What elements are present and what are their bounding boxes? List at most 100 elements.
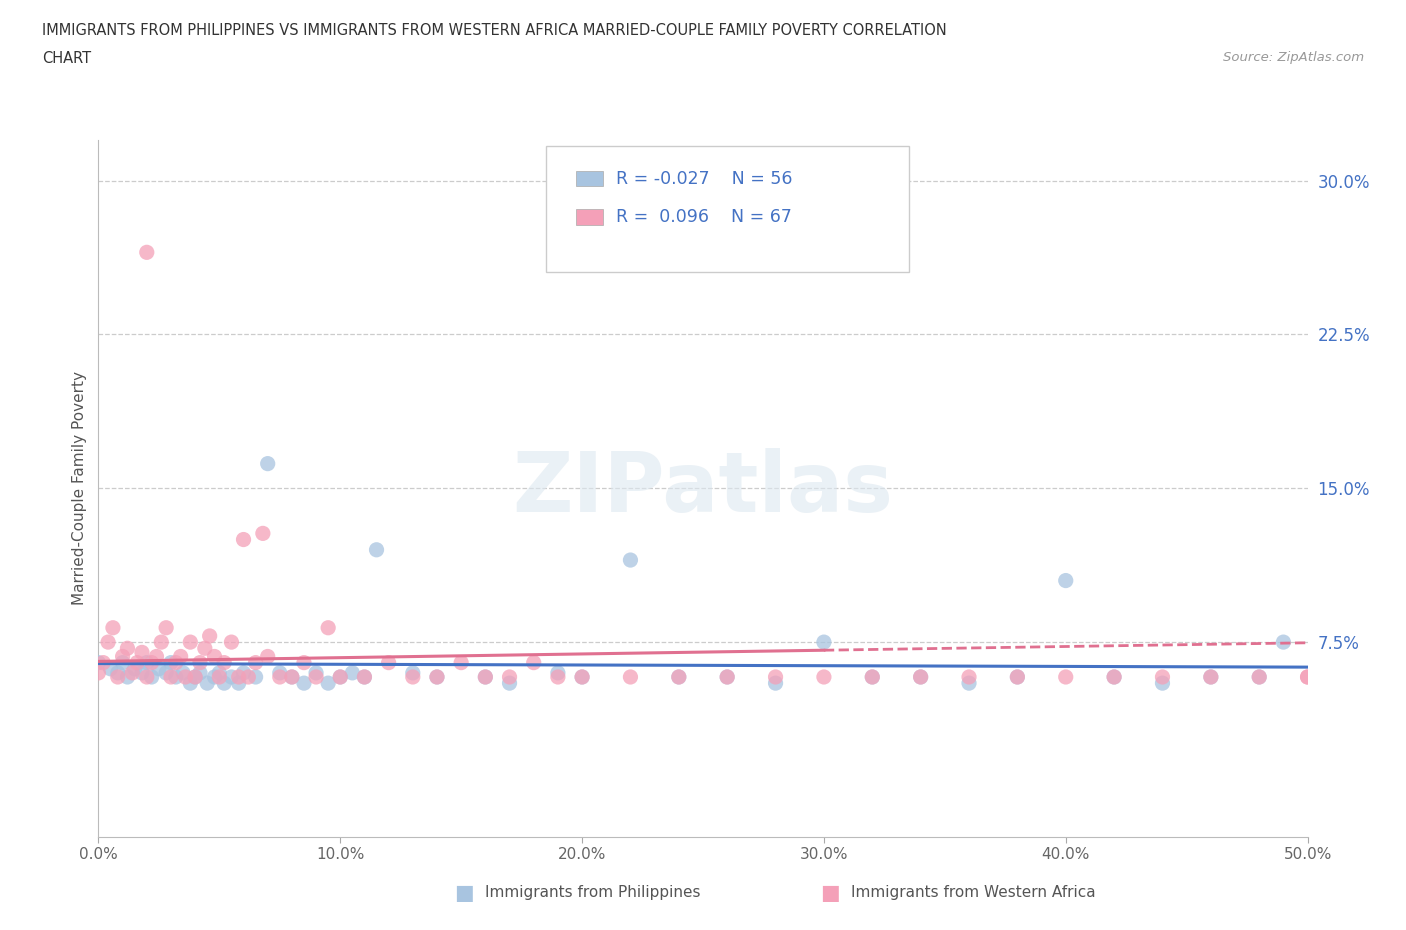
Point [1054, 573, 1077, 588]
Point [498, 676, 520, 691]
FancyBboxPatch shape [546, 147, 908, 272]
Point [127, 656, 149, 671]
Point [238, 670, 260, 684]
Point [228, 670, 250, 684]
Point [269, 670, 291, 684]
Point [111, 656, 134, 671]
Point [1007, 670, 1029, 684]
Point [256, 649, 278, 664]
Point [316, 676, 339, 691]
Point [329, 670, 352, 684]
Point [474, 670, 496, 684]
Point [474, 670, 496, 684]
Point [97, 634, 120, 649]
Text: Source: ZipAtlas.com: Source: ZipAtlas.com [1223, 51, 1364, 64]
Point [366, 542, 388, 557]
Point [141, 656, 163, 671]
Point [245, 656, 267, 671]
Point [316, 620, 339, 635]
Y-axis label: Married-Couple Family Poverty: Married-Couple Family Poverty [72, 371, 87, 605]
Point [571, 670, 593, 684]
Point [1296, 670, 1319, 684]
Point [292, 656, 315, 671]
Point [716, 670, 738, 684]
Point [184, 670, 207, 684]
Point [619, 552, 641, 567]
Point [305, 670, 328, 684]
Point [571, 670, 593, 684]
Point [498, 670, 520, 684]
Point [121, 666, 143, 681]
Point [188, 666, 211, 681]
Point [353, 670, 375, 684]
Point [1054, 670, 1077, 684]
Point [353, 670, 375, 684]
Point [668, 670, 690, 684]
Point [228, 676, 250, 691]
Point [204, 670, 226, 684]
Point [1102, 670, 1125, 684]
Point [426, 670, 449, 684]
Point [87, 666, 110, 681]
Point [547, 670, 569, 684]
Point [135, 670, 157, 684]
Point [910, 670, 932, 684]
Point [245, 670, 267, 684]
Point [208, 670, 231, 684]
Point [402, 670, 425, 684]
Point [329, 670, 352, 684]
Point [668, 670, 690, 684]
Text: Immigrants from Western Africa: Immigrants from Western Africa [851, 885, 1095, 900]
Point [87, 656, 110, 671]
Point [160, 656, 183, 671]
Point [117, 641, 139, 656]
Point [204, 649, 226, 664]
Point [221, 634, 243, 649]
Point [1249, 670, 1271, 684]
Point [135, 245, 157, 259]
Point [281, 670, 304, 684]
Point [131, 666, 153, 681]
Text: ■: ■ [454, 883, 474, 903]
Point [813, 670, 835, 684]
Point [145, 649, 167, 664]
Point [221, 670, 243, 684]
Point [232, 532, 254, 547]
Point [194, 641, 217, 656]
Point [957, 670, 980, 684]
Point [269, 666, 291, 681]
Point [281, 670, 304, 684]
Point [165, 656, 187, 671]
Point [523, 656, 546, 671]
Point [195, 676, 218, 691]
Point [212, 656, 235, 671]
Point [292, 676, 315, 691]
FancyBboxPatch shape [576, 171, 603, 186]
Text: R =  0.096    N = 67: R = 0.096 N = 67 [616, 208, 792, 226]
Point [179, 676, 201, 691]
Point [131, 644, 153, 659]
Point [860, 670, 883, 684]
Point [111, 649, 134, 664]
Point [547, 666, 569, 681]
Text: R = -0.027    N = 56: R = -0.027 N = 56 [616, 169, 793, 188]
Point [619, 670, 641, 684]
Point [188, 656, 211, 671]
Point [160, 670, 183, 684]
Text: IMMIGRANTS FROM PHILIPPINES VS IMMIGRANTS FROM WESTERN AFRICA MARRIED-COUPLE FAM: IMMIGRANTS FROM PHILIPPINES VS IMMIGRANT… [42, 23, 946, 38]
Point [342, 666, 364, 681]
Point [1272, 634, 1295, 649]
Point [107, 670, 129, 684]
Text: ■: ■ [820, 883, 839, 903]
Text: Immigrants from Philippines: Immigrants from Philippines [485, 885, 700, 900]
Point [232, 666, 254, 681]
Point [957, 676, 980, 691]
Point [212, 676, 235, 691]
Text: CHART: CHART [42, 51, 91, 66]
Point [165, 670, 187, 684]
Point [124, 661, 146, 676]
Point [1199, 670, 1222, 684]
Point [148, 661, 170, 676]
Point [910, 670, 932, 684]
Point [184, 670, 207, 684]
